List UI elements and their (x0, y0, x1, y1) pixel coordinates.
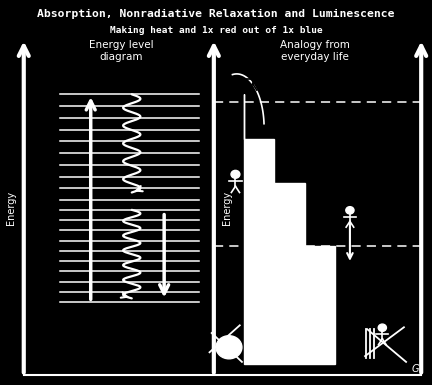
Circle shape (306, 159, 314, 166)
Circle shape (248, 68, 257, 76)
Circle shape (273, 327, 281, 334)
Text: G: G (412, 364, 419, 374)
Circle shape (216, 336, 242, 359)
Polygon shape (244, 94, 335, 364)
Text: Energy: Energy (6, 191, 16, 225)
Circle shape (346, 207, 354, 214)
Text: Making heat and 1x red out of 1x blue: Making heat and 1x red out of 1x blue (110, 26, 322, 35)
Circle shape (231, 170, 240, 178)
Text: Energy level
diagram: Energy level diagram (89, 40, 153, 62)
Text: Analogy from
everyday life: Analogy from everyday life (280, 40, 350, 62)
Text: Absorption, Nonradiative Relaxation and Luminescence: Absorption, Nonradiative Relaxation and … (37, 8, 395, 18)
Circle shape (277, 115, 285, 122)
Circle shape (378, 324, 386, 331)
Text: Energy: Energy (222, 191, 232, 225)
